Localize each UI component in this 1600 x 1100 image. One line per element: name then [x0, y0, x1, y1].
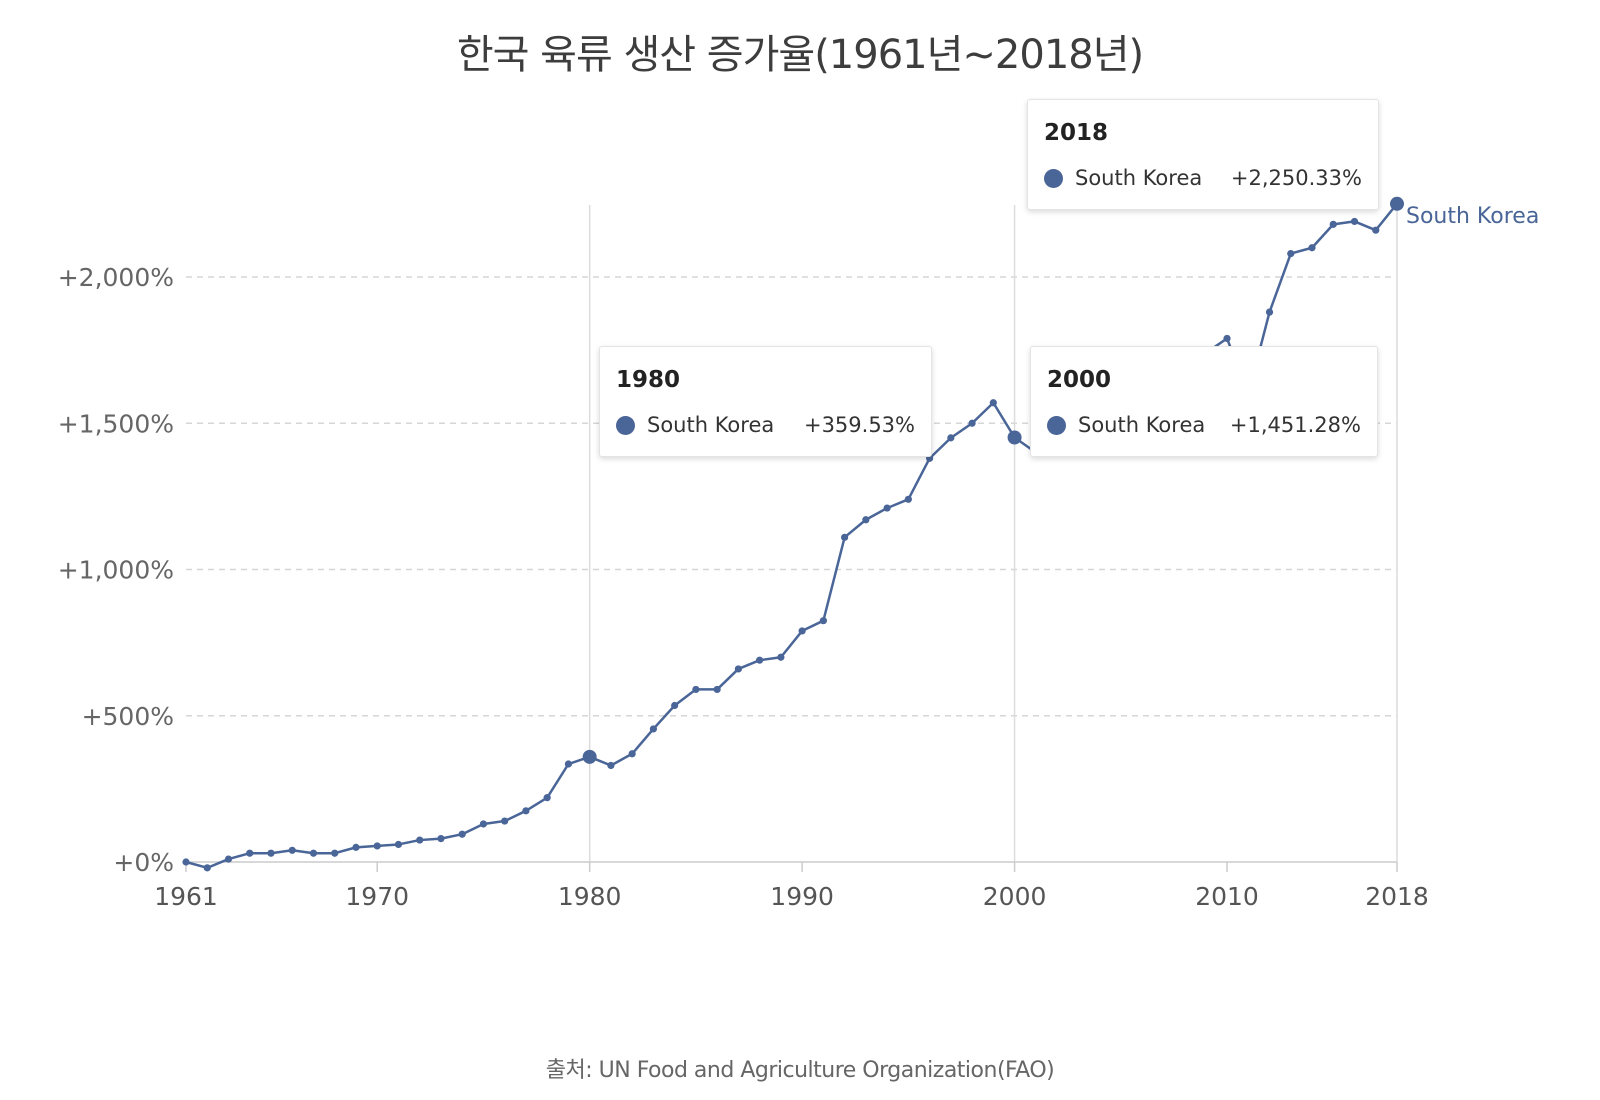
data-point-1983[interactable] — [649, 725, 658, 733]
data-point-2018[interactable] — [1390, 196, 1404, 211]
series-south-korea: South Korea — [182, 196, 1539, 872]
tooltip-value: +1,451.28% — [1229, 413, 1361, 437]
tooltip-value: +359.53% — [803, 413, 915, 437]
crosshair-lines — [588, 205, 1398, 862]
y-tick-label: +0% — [113, 848, 174, 877]
gridlines — [186, 276, 1397, 717]
series-end-label: South Korea — [1406, 204, 1539, 229]
y-tick-label: +500% — [82, 702, 174, 731]
data-point-1979[interactable] — [564, 760, 573, 768]
tooltip-2000: 2000 South Korea +1,451.28% — [1030, 346, 1378, 457]
data-point-1968[interactable] — [331, 849, 339, 857]
data-point-1964[interactable] — [246, 849, 254, 857]
data-point-1984[interactable] — [671, 701, 679, 710]
y-axis-ticks: +0% +500% +1,000% +1,500% +2,000% — [58, 263, 174, 877]
tooltip-2018: 2018 South Korea +2,250.33% — [1027, 99, 1379, 210]
data-point-1974[interactable] — [458, 830, 466, 838]
data-point-2014[interactable] — [1308, 244, 1316, 252]
data-point-1988[interactable] — [756, 656, 764, 664]
data-point-1999[interactable] — [989, 399, 997, 407]
data-point-1971[interactable] — [394, 840, 403, 849]
data-point-1994[interactable] — [883, 504, 891, 512]
data-point-1981[interactable] — [607, 761, 615, 770]
tooltip-series-name: South Korea — [1075, 166, 1203, 190]
tooltip-year: 1980 — [616, 367, 681, 393]
data-point-1982[interactable] — [628, 750, 636, 758]
tooltip-series-name: South Korea — [647, 413, 775, 437]
data-point-1967[interactable] — [309, 849, 318, 857]
data-point-2017[interactable] — [1372, 226, 1380, 234]
data-point-2012[interactable] — [1265, 308, 1274, 316]
x-tick-label: 2000 — [983, 882, 1047, 911]
x-tick-label: 2018 — [1365, 882, 1429, 911]
data-point-1977[interactable] — [522, 807, 530, 815]
x-tick-label: 2010 — [1195, 882, 1259, 911]
data-point-1997[interactable] — [947, 434, 955, 442]
chart-title: 한국 육류 생산 증가율(1961년~2018년) — [456, 32, 1144, 78]
data-point-1992[interactable] — [841, 533, 849, 541]
tooltip-value: +2,250.33% — [1230, 166, 1362, 190]
x-tick-label: 1990 — [770, 882, 834, 911]
data-point-1965[interactable] — [267, 849, 275, 857]
tooltip-series-name: South Korea — [1078, 413, 1206, 437]
tooltip-1980: 1980 South Korea +359.53% — [599, 346, 932, 457]
data-point-1969[interactable] — [352, 843, 360, 851]
data-point-1976[interactable] — [501, 817, 509, 825]
data-point-1980[interactable] — [582, 749, 597, 764]
data-point-1995[interactable] — [904, 495, 912, 503]
data-point-2000[interactable] — [1007, 430, 1022, 445]
data-point-1975[interactable] — [479, 820, 488, 828]
data-point-1998[interactable] — [968, 419, 976, 427]
data-point-1986[interactable] — [713, 685, 721, 694]
data-point-1990[interactable] — [798, 627, 806, 635]
x-tick-label: 1961 — [154, 882, 218, 911]
data-point-1973[interactable] — [437, 835, 445, 843]
series-line — [185, 202, 1398, 870]
data-point-1985[interactable] — [692, 685, 700, 694]
tooltip-year: 2018 — [1044, 120, 1109, 146]
y-tick-label: +2,000% — [58, 263, 174, 292]
data-point-2015[interactable] — [1329, 220, 1337, 228]
series-dot-icon — [1047, 415, 1066, 435]
series-dot-icon — [1044, 168, 1063, 188]
y-tick-label: +1,500% — [58, 409, 174, 438]
data-point-1963[interactable] — [224, 855, 233, 863]
data-point-1989[interactable] — [777, 653, 785, 661]
series-dot-icon — [616, 415, 635, 435]
x-tick-label: 1970 — [345, 882, 409, 911]
data-point-1972[interactable] — [416, 836, 424, 844]
source-note: 출처: UN Food and Agriculture Organization… — [545, 1058, 1055, 1083]
data-point-1970[interactable] — [373, 842, 381, 850]
data-point-1978[interactable] — [543, 794, 551, 802]
data-point-1993[interactable] — [862, 516, 870, 524]
data-point-1987[interactable] — [734, 665, 742, 673]
x-tick-label: 1980 — [558, 882, 622, 911]
data-point-1962[interactable] — [203, 864, 211, 872]
tooltip-year: 2000 — [1047, 367, 1112, 393]
data-point-2013[interactable] — [1287, 250, 1295, 258]
data-point-1966[interactable] — [288, 846, 296, 854]
data-point-1961[interactable] — [182, 858, 190, 866]
data-point-2010[interactable] — [1223, 334, 1231, 343]
data-point-2016[interactable] — [1350, 217, 1359, 226]
x-axis: 1961 1970 1980 1990 2000 2010 2018 — [154, 861, 1429, 911]
y-tick-label: +1,000% — [58, 556, 174, 585]
data-point-1991[interactable] — [819, 617, 827, 625]
